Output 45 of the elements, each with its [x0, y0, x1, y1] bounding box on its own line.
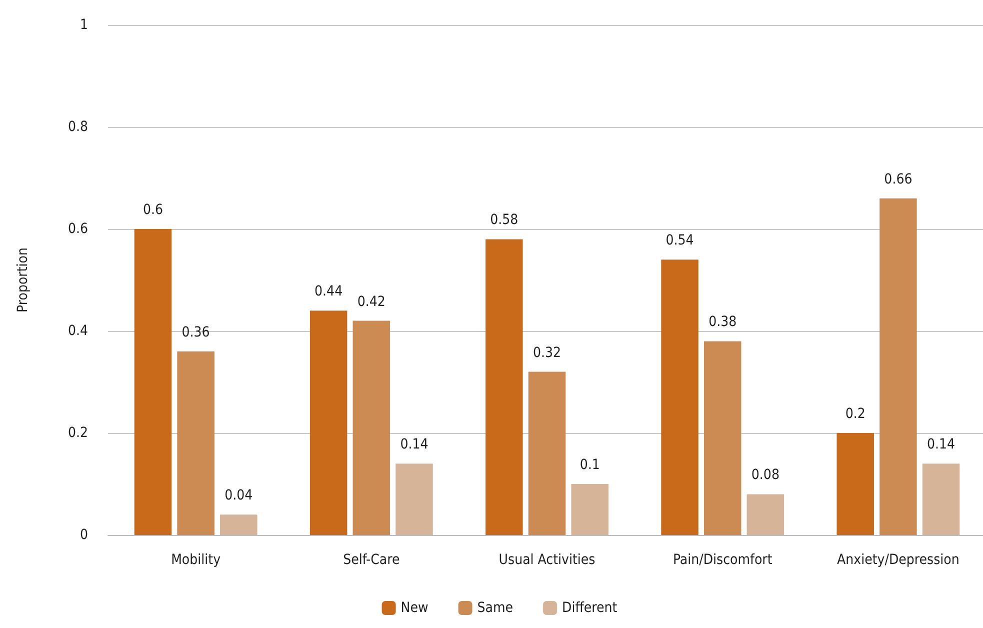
- bar: [220, 514, 258, 535]
- bar: [177, 351, 214, 535]
- data-label: 0.1: [580, 457, 600, 473]
- data-label: 0.6: [142, 202, 163, 218]
- y-tick-label: 0.8: [68, 119, 88, 135]
- bar: [661, 260, 698, 535]
- bar: [746, 494, 784, 535]
- x-tick-label: Anxiety/Depression: [837, 552, 960, 568]
- data-label: 0.58: [490, 212, 518, 228]
- data-label: 0.66: [884, 171, 912, 188]
- y-tick-label: 0.2: [68, 425, 88, 441]
- x-tick-label: Usual Activities: [498, 552, 596, 568]
- bar: [836, 433, 874, 535]
- data-label: 0.42: [357, 294, 386, 310]
- legend-label: Different: [562, 600, 618, 616]
- legend-label: Same: [477, 600, 514, 616]
- bar: [396, 464, 433, 535]
- data-label: 0.08: [751, 467, 780, 484]
- bar: [134, 229, 172, 535]
- data-label: 0.14: [400, 436, 428, 453]
- y-tick-label: 0.6: [68, 221, 88, 237]
- data-label: 0.36: [182, 324, 210, 340]
- data-label: 0.32: [532, 344, 562, 361]
- x-tick-label: Pain/Discomfort: [672, 552, 772, 568]
- data-label: 0.54: [666, 232, 694, 249]
- x-tick-label: Self-Care: [343, 552, 400, 568]
- bar: [352, 320, 390, 535]
- y-tick-label: 0: [80, 527, 88, 543]
- data-label: 0.14: [927, 436, 956, 453]
- bar: [880, 198, 917, 535]
- data-label: 0.2: [845, 406, 866, 422]
- data-label: 0.04: [224, 488, 253, 504]
- bar: [922, 464, 960, 535]
- bar: [310, 310, 348, 535]
- bar: [486, 239, 523, 535]
- bar: [571, 484, 608, 535]
- y-tick-label: 1: [80, 17, 88, 33]
- y-axis-title: Proportion: [15, 248, 31, 312]
- bar: [704, 341, 742, 535]
- legend-label: New: [400, 600, 428, 616]
- bar: [528, 372, 566, 535]
- y-tick-label: 0.4: [68, 323, 88, 339]
- data-label: 0.44: [314, 284, 343, 300]
- x-tick-label: Mobility: [171, 552, 222, 568]
- data-label: 0.38: [708, 314, 737, 330]
